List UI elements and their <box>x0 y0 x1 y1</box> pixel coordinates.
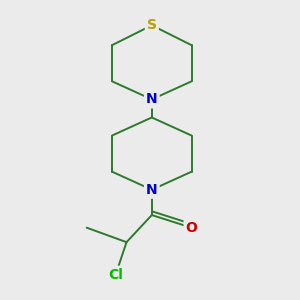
Text: O: O <box>186 221 197 235</box>
Text: N: N <box>146 183 158 197</box>
Text: Cl: Cl <box>108 268 123 282</box>
Text: N: N <box>146 92 158 106</box>
Text: S: S <box>147 18 157 32</box>
